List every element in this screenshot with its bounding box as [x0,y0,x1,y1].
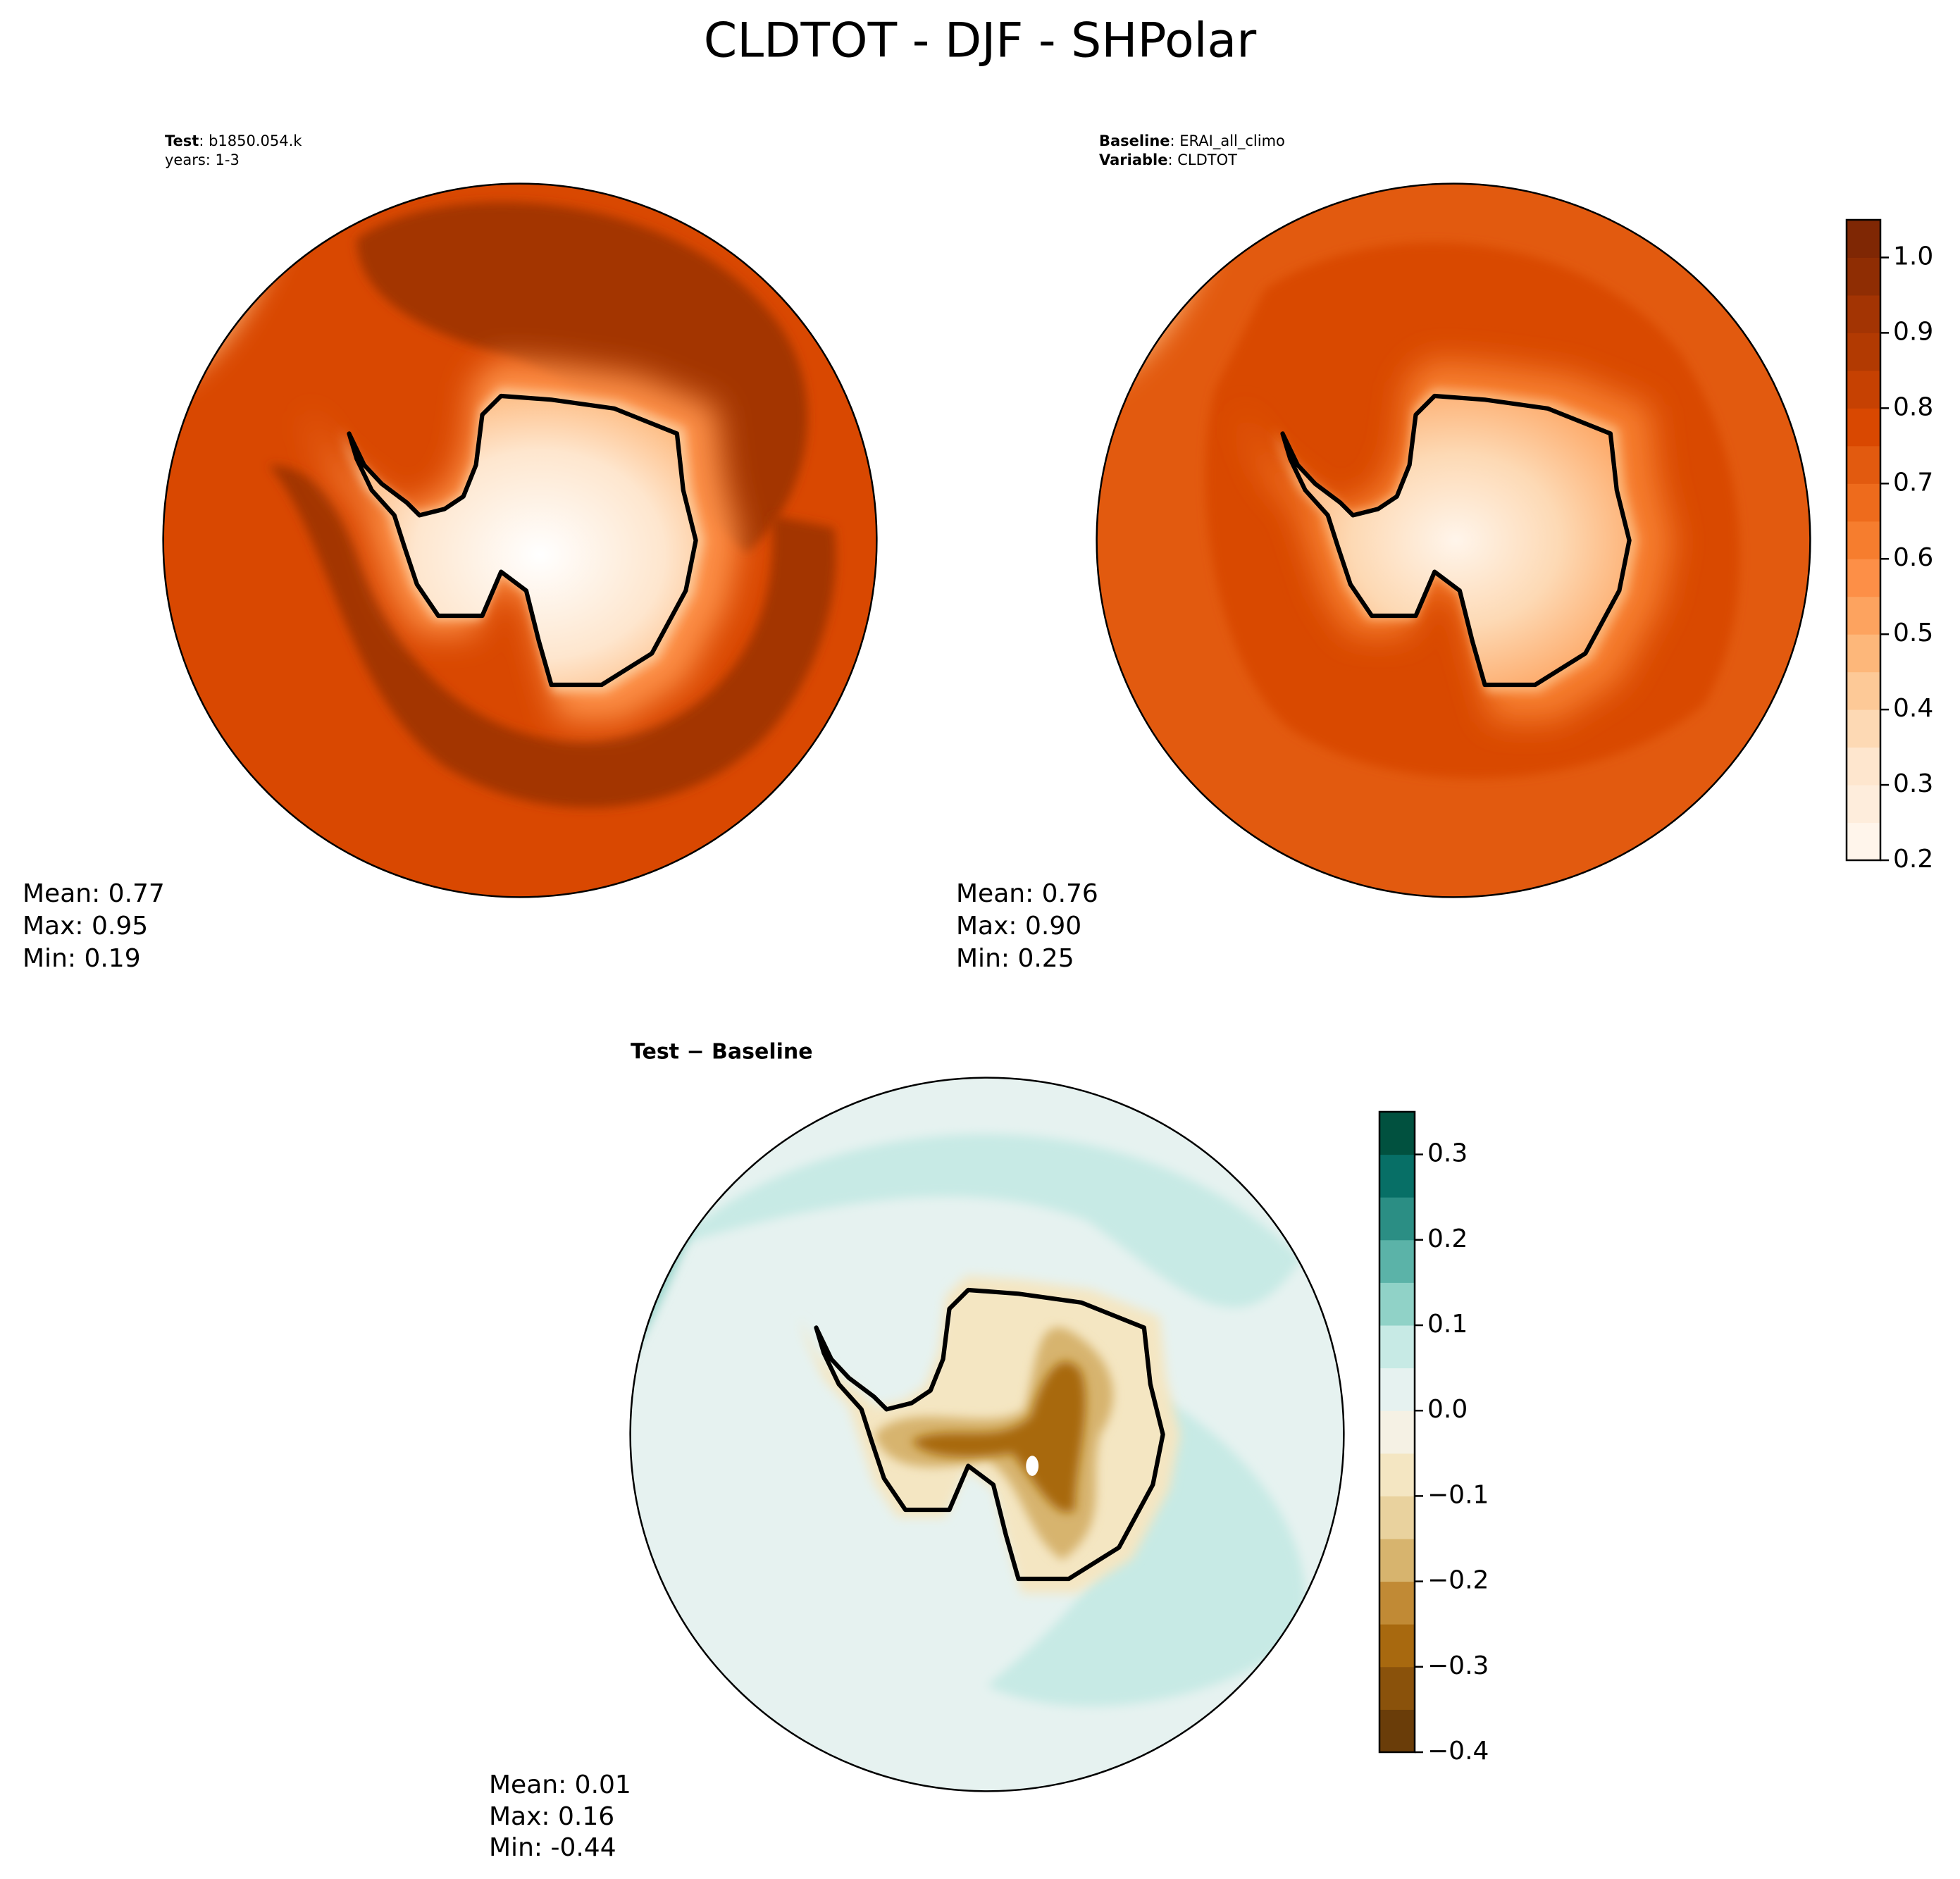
colorbar-segment [1847,785,1880,824]
stat: Mean: 0.76 [956,879,1098,908]
label-tag: Variable [1099,151,1167,168]
stat: Max: 0.16 [489,1802,614,1831]
panel-label: years: 1-3 [165,151,240,168]
colorbar-tick-label: 0.3 [1893,769,1933,798]
colorbar-segment [1847,408,1880,447]
stat: Min: -0.44 [489,1833,616,1862]
colorbar-segment [1847,747,1880,786]
stat: Min: 0.25 [956,944,1074,973]
colorbar-segment [1847,822,1880,861]
colorbar-tick-label: 0.2 [1893,845,1933,874]
colorbar-segment [1379,1368,1415,1411]
colorbar-tick-label: 0.4 [1893,694,1933,723]
label-tag: Test [165,132,199,149]
colorbar-tick-label: 0.2 [1427,1224,1468,1253]
map [629,1077,1345,1792]
colorbar-frame [1378,1110,1416,1754]
stat: Max: 0.90 [956,912,1081,941]
colorbar-segment [1379,1539,1415,1582]
colorbar-segment [1847,634,1880,673]
colorbar-segment [1379,1197,1415,1241]
colorbar-segment [1379,1239,1415,1283]
colorbar-segment [1379,1666,1415,1710]
colorbar-segment [1379,1325,1415,1369]
stat: Min: 0.19 [23,944,141,973]
colorbar-segment [1379,1581,1415,1625]
colorbar-segment [1847,294,1880,333]
label-info: : b1850.054.k [199,132,302,149]
colorbar-segment [1847,257,1880,296]
colorbar-segment [1847,709,1880,748]
colorbar-tick-label: 0.6 [1893,543,1933,572]
colorbar-segment [1379,1624,1415,1668]
stat: Mean: 0.77 [23,879,165,908]
colorbar-tick-label: 0.5 [1893,619,1933,647]
colorbar-tick-label: 0.0 [1427,1395,1468,1424]
colorbar-segment [1847,521,1880,559]
label-info: : ERAI_all_climo [1170,132,1285,150]
colorbar-segment [1379,1282,1415,1326]
panel-label: Test: b1850.054.k [165,132,302,149]
figure-title: CLDTOT - DJF - SHPolar [704,13,1256,69]
map [1096,182,1811,898]
colorbar-tick-label: 0.8 [1893,392,1933,421]
map [162,182,878,898]
stat: Mean: 0.01 [489,1771,631,1799]
colorbar-segment [1847,483,1880,522]
colorbar-segment [1847,445,1880,484]
colorbar-tick-label: −0.2 [1427,1566,1489,1595]
colorbar-tick-label: 1.0 [1893,242,1933,271]
colorbar-tick-label: 0.1 [1427,1310,1468,1339]
panel-label: Baseline: ERAI_all_climo [1099,132,1285,150]
colorbar-tick-label: −0.4 [1427,1737,1489,1766]
panel-label: Variable: CLDTOT [1099,151,1237,168]
colorbar-segment [1379,1709,1415,1753]
colorbar-tick-label: 0.3 [1427,1139,1468,1168]
colorbar-segment [1847,220,1880,258]
colorbar-segment [1379,1154,1415,1198]
colorbar-segment [1847,596,1880,635]
panel-heading: Test − Baseline [631,1040,813,1065]
colorbar-segment [1379,1453,1415,1496]
colorbar-segment [1379,1496,1415,1539]
colorbar-frame [1845,218,1882,862]
colorbar-segment [1847,333,1880,371]
colorbar-segment [1847,559,1880,597]
label-info: : CLDTOT [1167,151,1237,168]
colorbar-tick-label: 0.9 [1893,317,1933,346]
colorbar-tick-label: −0.1 [1427,1480,1489,1509]
stat: Max: 0.95 [23,912,148,941]
colorbar-segment [1379,1410,1415,1454]
label-tag: Baseline [1099,132,1170,149]
colorbar-segment [1379,1112,1415,1155]
colorbar-segment [1847,370,1880,409]
colorbar-tick-label: 0.7 [1893,468,1933,497]
colorbar-segment [1847,671,1880,710]
colorbar-tick-label: −0.3 [1427,1651,1489,1680]
